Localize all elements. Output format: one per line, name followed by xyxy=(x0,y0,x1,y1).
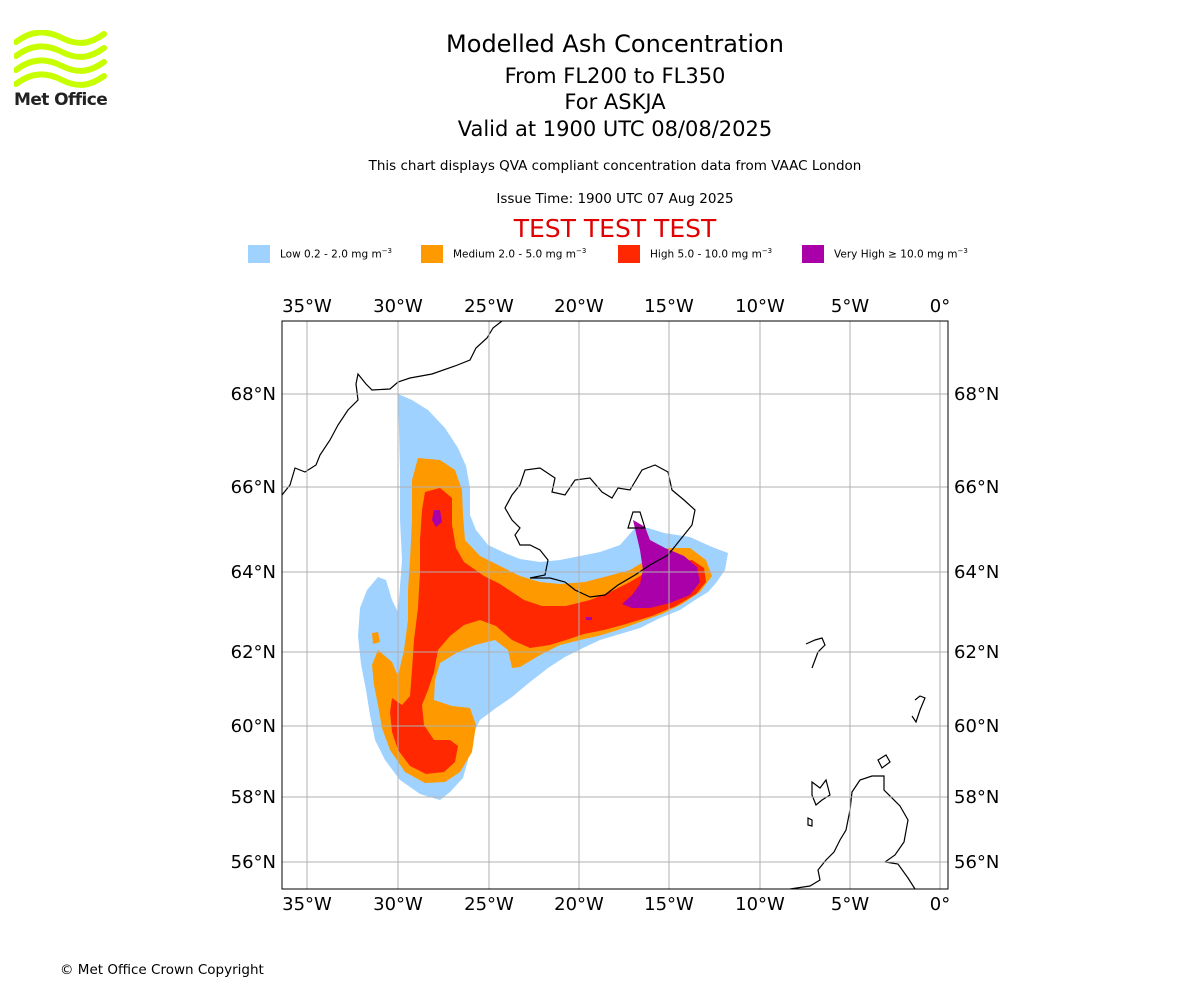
ash-very-high-region xyxy=(432,510,700,620)
legend-item-very-high: Very High ≥ 10.0 mg m−3 xyxy=(802,244,968,264)
chart-description: This chart displays QVA compliant concen… xyxy=(368,158,862,174)
lat-label-right: 60°N xyxy=(954,716,999,737)
lon-label-bottom: 5°W xyxy=(831,894,869,915)
latitude-labels-right: 68°N 66°N 64°N 62°N 60°N 58°N 56°N xyxy=(954,384,999,873)
lon-label-bottom: 10°W xyxy=(735,894,785,915)
longitude-labels-bottom: 35°W 30°W 25°W 20°W 15°W 10°W 5°W 0° xyxy=(282,894,950,915)
legend-swatch-medium xyxy=(421,245,443,263)
lat-label-right: 58°N xyxy=(954,787,999,808)
lon-label-top: 0° xyxy=(930,296,950,317)
lon-label-bottom: 35°W xyxy=(282,894,332,915)
lat-label-left: 68°N xyxy=(231,384,276,405)
lat-label-right: 66°N xyxy=(954,477,999,498)
lon-label-top: 35°W xyxy=(282,296,332,317)
ash-high-region xyxy=(390,488,706,774)
coastlines xyxy=(282,321,926,889)
lon-label-bottom: 30°W xyxy=(373,894,423,915)
map-content xyxy=(282,321,926,889)
legend-item-high: High 5.0 - 10.0 mg m−3 xyxy=(618,244,772,264)
lat-label-right: 64°N xyxy=(954,562,999,583)
logo-text: Met Office xyxy=(14,90,108,110)
map-frame xyxy=(281,320,949,890)
legend-item-medium: Medium 2.0 - 5.0 mg m−3 xyxy=(421,244,586,264)
lon-label-bottom: 15°W xyxy=(644,894,694,915)
valid-time: Valid at 1900 UTC 08/08/2025 xyxy=(457,117,773,141)
lat-label-right: 68°N xyxy=(954,384,999,405)
copyright: © Met Office Crown Copyright xyxy=(60,962,264,978)
legend-swatch-low xyxy=(248,245,270,263)
lat-label-right: 56°N xyxy=(954,852,999,873)
met-office-logo: Met Office xyxy=(13,29,108,112)
lon-label-top: 25°W xyxy=(464,296,514,317)
lat-label-right: 62°N xyxy=(954,642,999,663)
lat-label-left: 58°N xyxy=(231,787,276,808)
issue-time: Issue Time: 1900 UTC 07 Aug 2025 xyxy=(496,191,734,207)
legend-swatch-very-high xyxy=(802,245,824,263)
legend-label-medium: Medium 2.0 - 5.0 mg m−3 xyxy=(453,247,587,261)
latitude-labels-left: 68°N 66°N 64°N 62°N 60°N 58°N 56°N xyxy=(231,384,276,873)
flight-level-range: From FL200 to FL350 xyxy=(504,64,726,88)
lon-label-top: 20°W xyxy=(554,296,604,317)
gridlines xyxy=(282,321,948,889)
lat-label-left: 66°N xyxy=(231,477,276,498)
legend-swatch-high xyxy=(618,245,640,263)
legend-label-high: High 5.0 - 10.0 mg m−3 xyxy=(650,247,773,261)
lon-label-top: 10°W xyxy=(735,296,785,317)
lon-label-bottom: 25°W xyxy=(464,894,514,915)
legend-item-low: Low 0.2 - 2.0 mg m−3 xyxy=(248,244,392,264)
test-banner: TEST TEST TEST xyxy=(513,214,717,243)
logo-waves-icon xyxy=(13,29,107,88)
lon-label-bottom: 0° xyxy=(930,894,950,915)
longitude-labels-top: 35°W 30°W 25°W 20°W 15°W 10°W 5°W 0° xyxy=(282,296,950,317)
lon-label-bottom: 20°W xyxy=(554,894,604,915)
lon-label-top: 30°W xyxy=(373,296,423,317)
legend-label-very-high: Very High ≥ 10.0 mg m−3 xyxy=(834,247,968,261)
lat-label-left: 60°N xyxy=(231,716,276,737)
lat-label-left: 62°N xyxy=(231,642,276,663)
lat-label-left: 56°N xyxy=(231,852,276,873)
legend-label-low: Low 0.2 - 2.0 mg m−3 xyxy=(280,247,393,261)
lon-label-top: 15°W xyxy=(644,296,694,317)
volcano-name: For ASKJA xyxy=(564,90,666,114)
lon-label-top: 5°W xyxy=(831,296,869,317)
chart-title: Modelled Ash Concentration xyxy=(446,30,784,58)
lat-label-left: 64°N xyxy=(231,562,276,583)
